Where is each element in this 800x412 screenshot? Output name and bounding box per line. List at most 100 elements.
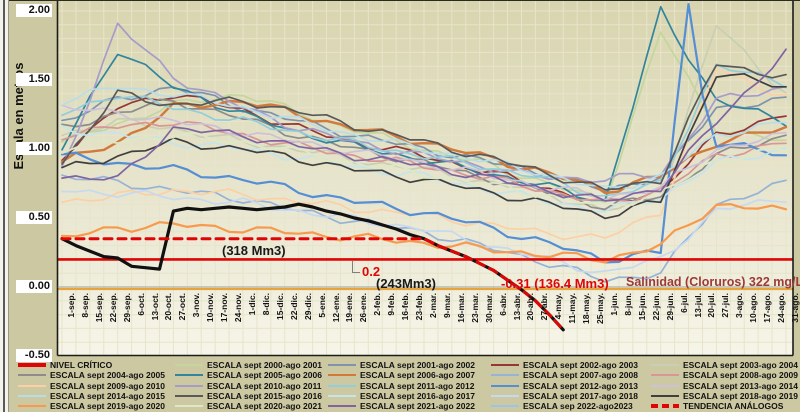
- legend-label: ESCALA sept 2002-ago 2003: [523, 360, 638, 371]
- legend-label: ESCALA sept 2003-ago 2004: [683, 360, 798, 371]
- legend-swatch: [328, 364, 356, 367]
- legend-label: NIVEL CRÍTICO: [50, 360, 113, 371]
- chart-legend: NIVEL CRÍTICO ESCALA sept 2000-ago 2001 ES…: [18, 360, 798, 411]
- annotation-critical-value: 0.2: [362, 264, 381, 279]
- x-tick-label: 15-sep.: [93, 293, 104, 323]
- legend-label: ESCALA sept 2021-ago 2022: [360, 401, 475, 412]
- legend-swatch: [175, 395, 203, 398]
- x-tick-label: 17-nov.: [219, 293, 230, 323]
- legend-label: ESCALA sept 2004-ago 2005: [50, 370, 165, 381]
- legend-label: ESCALA sept 2020-ago 2021: [207, 401, 322, 412]
- series-line: [60, 203, 788, 264]
- legend-item: ESCALA sept 2009-ago 2010: [18, 381, 175, 391]
- x-tick-label: 15-dic.: [274, 293, 285, 320]
- x-tick-label: 13-oct.: [149, 293, 160, 321]
- x-tick-label: 1-jun.: [608, 293, 619, 316]
- x-tick-label: 20-jul.: [706, 293, 717, 318]
- x-tick-label: 22-dic.: [288, 293, 299, 320]
- legend-swatch: [175, 384, 203, 387]
- legend-label: ESCALA sept 2010-ago 2011: [207, 380, 322, 391]
- legend-label: ESCALA sept 2007-ago 2008: [523, 370, 638, 381]
- legend-label: ESCALA sept 2001-ago 2002: [360, 360, 475, 371]
- legend-label: ESCALA sept 2005-ago 2006: [207, 370, 322, 381]
- x-tick-label: 9-mar.: [441, 293, 452, 319]
- legend-label: ESCALA sept 2014-ago 2015: [50, 391, 165, 402]
- series-line: [61, 189, 787, 274]
- x-tick-label: 4-may.: [553, 293, 564, 320]
- x-tick-label: 8-dic.: [260, 293, 271, 316]
- annotation-callout-line: [352, 261, 360, 273]
- legend-label: ESCALA sept 2018-ago 2019: [683, 391, 798, 402]
- x-tick-label: 26-ene.: [358, 293, 369, 323]
- annotation-243mm3: (243Mm3): [376, 276, 436, 291]
- x-tick-label: 29-dic.: [302, 293, 313, 320]
- legend-label: ESCALA sept 2008-ago 2009: [683, 370, 798, 381]
- legend-label: ESCALA sept 2013-ago 2014: [683, 380, 798, 391]
- x-tick-label: 13-jul.: [692, 293, 703, 318]
- legend-label: ESCALA sept 2000-ago 2001: [207, 360, 322, 371]
- series-line: [61, 72, 787, 220]
- legend-swatch: [175, 364, 203, 367]
- legend-swatch: [491, 364, 519, 367]
- x-tick-label: 27-abr.: [539, 293, 550, 321]
- legend-label: ESCALA sept 2015-ago 2016: [207, 391, 322, 402]
- x-tick-label: 5-ene.: [316, 293, 327, 318]
- legend-swatch: [651, 374, 679, 377]
- x-tick-label: 2-feb.: [372, 293, 383, 316]
- legend-item: ESCALA sept 2001-ago 2002: [328, 360, 491, 370]
- x-tick-label: 27-jul.: [720, 293, 731, 318]
- series-line: [60, 237, 565, 332]
- legend-item: ESCALA sept 2007-ago 2008: [491, 370, 651, 380]
- legend-item: ESCALA sept 2012-ago 2013: [491, 381, 651, 391]
- legend-swatch: [491, 374, 519, 377]
- legend-swatch: [651, 395, 679, 398]
- x-tick-label: 31-ago.: [789, 293, 800, 323]
- x-tick-label: 2-mar.: [427, 293, 438, 319]
- y-tick-label: -0.50: [16, 349, 52, 362]
- legend-item: ESCALA sept 2016-ago 2017: [328, 391, 491, 401]
- legend-swatch: [18, 384, 46, 387]
- legend-item: ESCALA sept 2000-ago 2001: [175, 360, 328, 370]
- x-tick-label: 6-oct.: [135, 293, 146, 316]
- legend-item: ESCALA sep 2022-ago2023: [491, 401, 651, 411]
- legend-label: ESCALA sept 2009-ago 2010: [50, 380, 165, 391]
- legend-item: NIVEL CRÍTICO: [18, 360, 175, 370]
- legend-label: ESCALA sept 2016-ago 2017: [360, 391, 475, 402]
- series-line: [61, 48, 787, 202]
- legend-item: ESCALA sept 2004-ago 2005: [18, 370, 175, 380]
- legend-swatch: [651, 364, 679, 367]
- legend-item: ESCALA sept 2018-ago 2019: [651, 391, 798, 401]
- legend-item: ESCALA sept 2014-ago 2015: [18, 391, 175, 401]
- x-tick-label: 18-may.: [581, 293, 592, 325]
- series-line: [61, 64, 787, 191]
- legend-swatch: [328, 395, 356, 398]
- axis-frame: [56, 1, 794, 357]
- legend-item: ESCALA sept 2003-ago 2004: [651, 360, 798, 370]
- x-tick-label: 1-sep.: [66, 293, 76, 318]
- legend-swatch: [175, 374, 203, 377]
- legend-item: ESCALA sept 2005-ago 2006: [175, 370, 328, 380]
- x-tick-label: 24-nov.: [233, 293, 244, 323]
- x-tick-label: 11-may.: [567, 293, 578, 324]
- series-line: [60, 2, 788, 264]
- threshold-lines: [57, 258, 793, 291]
- legend-label: TENDENCIA ANÁLOGOS: [683, 401, 784, 412]
- x-tick-label: 23-feb.: [414, 293, 425, 321]
- legend-label: ESCALA sep 2022-ago2023: [523, 401, 633, 412]
- x-tick-label: 22-jun.: [650, 293, 661, 321]
- legend-item: TENDENCIA ANÁLOGOS: [651, 401, 798, 411]
- legend-label: ESCALA sept 2006-ago 2007: [360, 370, 475, 381]
- x-tick-label: 29-jun.: [664, 293, 675, 321]
- legend-swatch: [18, 363, 46, 368]
- y-tick-label: 1.50: [16, 73, 52, 86]
- x-tick-label: 25-may.: [595, 293, 606, 325]
- x-tick-label: 20-oct.: [163, 293, 174, 321]
- series-line: [61, 124, 787, 213]
- legend-swatch: [18, 395, 46, 398]
- chart-top-border: [9, 0, 800, 1]
- x-tick-label: 27-oct.: [177, 293, 188, 321]
- y-tick-label: 2.00: [16, 4, 52, 17]
- legend-label: ESCALA sept 2011-ago 2012: [360, 380, 475, 391]
- x-tick-label: 12-ene.: [330, 293, 341, 323]
